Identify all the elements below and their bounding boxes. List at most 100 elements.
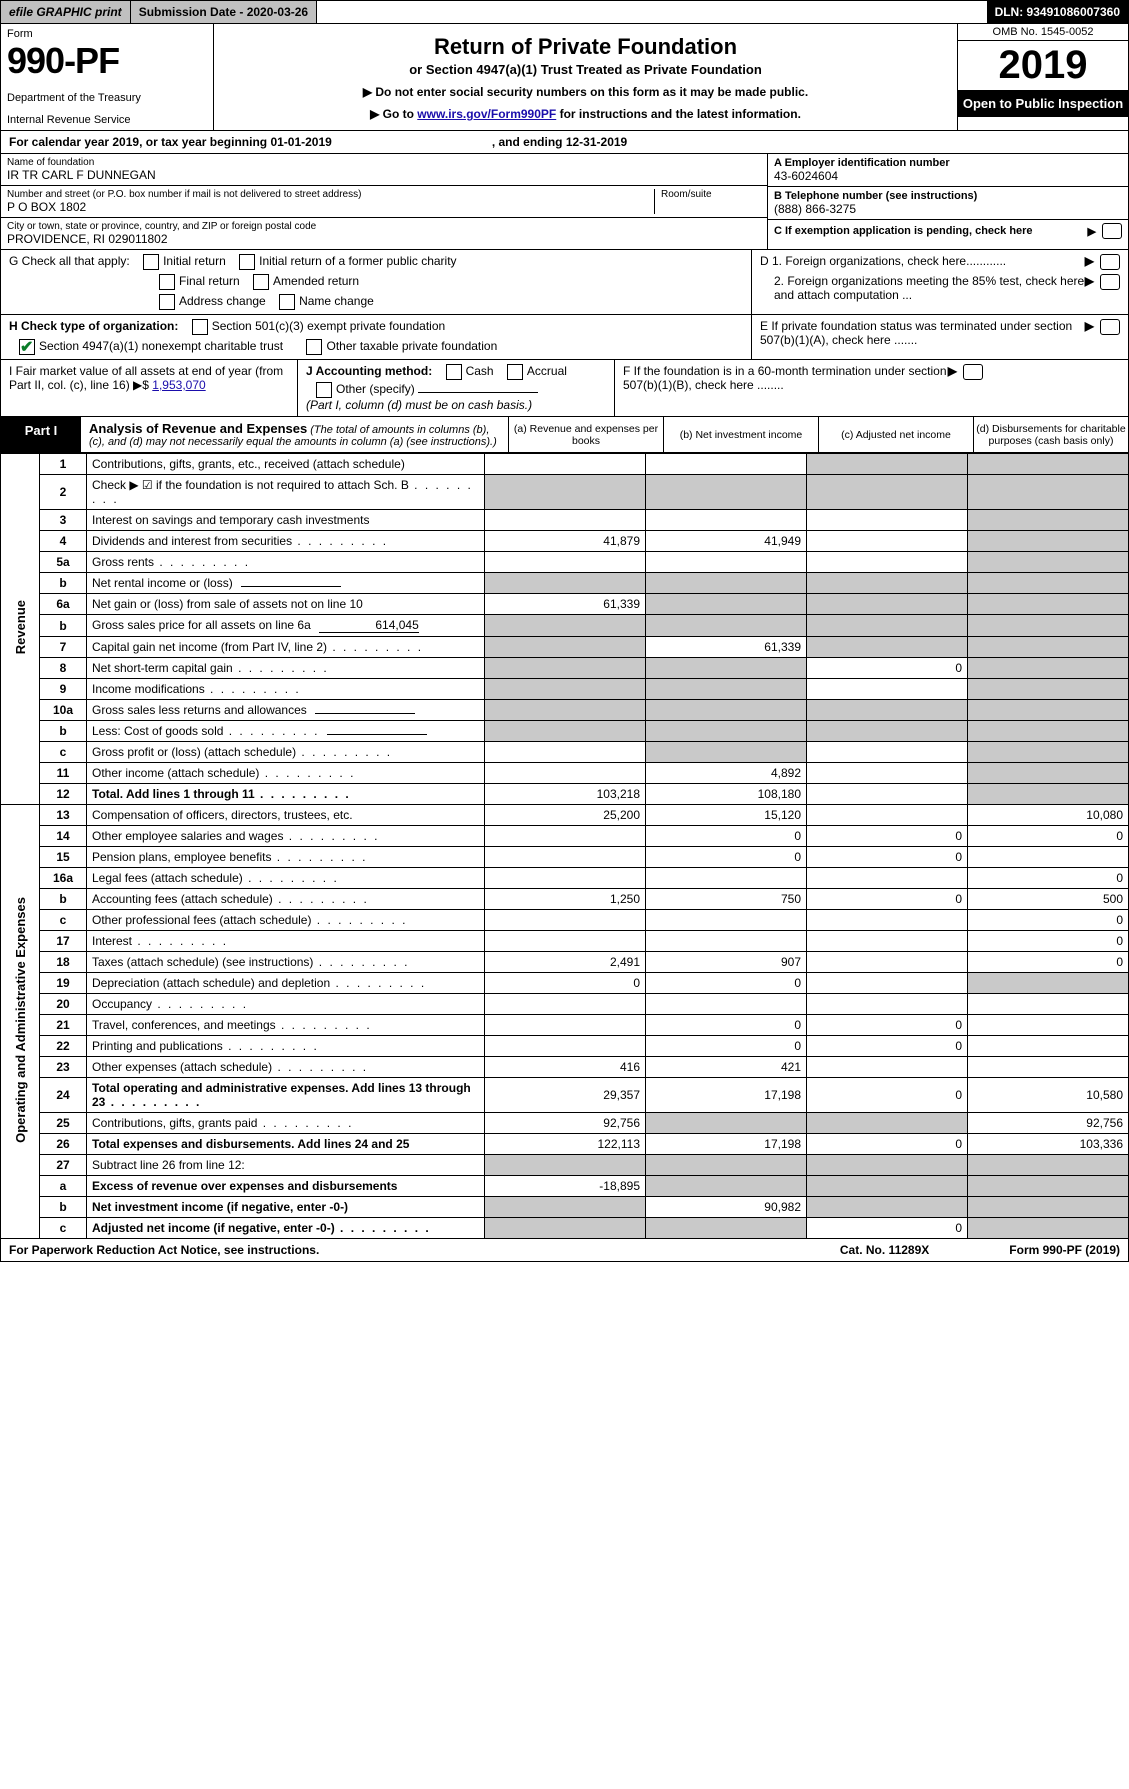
top-bar: efile GRAPHIC print Submission Date - 20… [0, 0, 1129, 24]
arrow-icon: ▶ [1085, 274, 1094, 302]
chk-other-method[interactable] [316, 382, 332, 398]
table-row: 23Other expenses (attach schedule)416421 [1, 1057, 1129, 1078]
dept-treasury: Department of the Treasury [7, 92, 207, 104]
chk-amended[interactable] [253, 274, 269, 290]
chk-accrual[interactable] [507, 364, 523, 380]
chk-final-return[interactable] [159, 274, 175, 290]
line-number: b [40, 615, 87, 637]
amount-col-d [968, 1218, 1129, 1239]
chk-501c3[interactable] [192, 319, 208, 335]
chk-other-taxable[interactable] [306, 339, 322, 355]
exemption-checkbox[interactable] [1102, 223, 1122, 239]
line-number: 10a [40, 700, 87, 721]
col-c-head: (c) Adjusted net income [818, 417, 973, 452]
amount-col-b: 108,180 [646, 784, 807, 805]
table-row: 10aGross sales less returns and allowanc… [1, 700, 1129, 721]
note2-post: for instructions and the latest informat… [560, 107, 801, 121]
line-number: 4 [40, 531, 87, 552]
amount-col-c [807, 784, 968, 805]
inline-amount-field [241, 586, 341, 587]
amount-col-d [968, 454, 1129, 475]
amount-col-a [485, 1218, 646, 1239]
amount-col-a: 1,250 [485, 889, 646, 910]
line-description: Total expenses and disbursements. Add li… [87, 1134, 485, 1155]
amount-col-a [485, 1015, 646, 1036]
form-note-1: ▶ Do not enter social security numbers o… [220, 85, 951, 99]
amount-col-a [485, 637, 646, 658]
amount-col-b [646, 1113, 807, 1134]
line-description: Contributions, gifts, grants paid [87, 1113, 485, 1134]
amount-col-c [807, 510, 968, 531]
amount-col-c: 0 [807, 1134, 968, 1155]
amount-col-c [807, 615, 968, 637]
amount-col-b [646, 510, 807, 531]
line-description: Depreciation (attach schedule) and deple… [87, 973, 485, 994]
e-label: E If private foundation status was termi… [760, 319, 1085, 347]
line-description: Travel, conferences, and meetings [87, 1015, 485, 1036]
amount-col-b [646, 700, 807, 721]
amount-col-d: 103,336 [968, 1134, 1129, 1155]
amount-col-a: -18,895 [485, 1176, 646, 1197]
amount-col-a [485, 573, 646, 594]
side-expenses: Operating and Administrative Expenses [1, 805, 40, 1239]
line-number: 20 [40, 994, 87, 1015]
chk-name-change[interactable] [279, 294, 295, 310]
other-specify-field[interactable] [418, 392, 538, 393]
amount-col-b [646, 742, 807, 763]
amount-col-b [646, 679, 807, 700]
e-checkbox[interactable] [1100, 319, 1120, 335]
chk-initial-former[interactable] [239, 254, 255, 270]
inline-amount-field: 614,045 [319, 618, 419, 633]
lbl-501c3: Section 501(c)(3) exempt private foundat… [212, 319, 445, 333]
topbar-spacer [317, 1, 986, 23]
chk-cash[interactable] [446, 364, 462, 380]
table-row: 3Interest on savings and temporary cash … [1, 510, 1129, 531]
amount-col-b: 61,339 [646, 637, 807, 658]
table-row: 7Capital gain net income (from Part IV, … [1, 637, 1129, 658]
tax-year: 2019 [958, 41, 1128, 90]
address-label: Number and street (or P.O. box number if… [7, 189, 654, 200]
amount-col-d [968, 763, 1129, 784]
amount-col-b: 90,982 [646, 1197, 807, 1218]
amount-col-d [968, 475, 1129, 510]
amount-col-b: 0 [646, 847, 807, 868]
table-row: cOther professional fees (attach schedul… [1, 910, 1129, 931]
amount-col-d [968, 1197, 1129, 1218]
side-revenue: Revenue [1, 454, 40, 805]
i-fmv-link[interactable]: 1,953,070 [152, 378, 205, 392]
city-label: City or town, state or province, country… [7, 221, 761, 232]
arrow-icon: ▶ [1085, 254, 1094, 270]
f-checkbox[interactable] [963, 364, 983, 380]
amount-col-d [968, 721, 1129, 742]
line-number: a [40, 1176, 87, 1197]
amount-col-d [968, 658, 1129, 679]
footer-form: Form 990-PF (2019) [1009, 1243, 1120, 1257]
irs-link[interactable]: www.irs.gov/Form990PF [417, 107, 556, 121]
d1-checkbox[interactable] [1100, 254, 1120, 270]
identity-left: Name of foundation IR TR CARL F DUNNEGAN… [1, 154, 767, 249]
cal-year-end: , and ending 12-31-2019 [492, 135, 627, 149]
identity-grid: Name of foundation IR TR CARL F DUNNEGAN… [0, 154, 1129, 250]
d2-label: 2. Foreign organizations meeting the 85%… [760, 274, 1085, 302]
amount-col-b [646, 1176, 807, 1197]
amount-col-a: 92,756 [485, 1113, 646, 1134]
amount-col-d [968, 700, 1129, 721]
line-description: Other expenses (attach schedule) [87, 1057, 485, 1078]
table-row: 17Interest0 [1, 931, 1129, 952]
chk-4947a1[interactable] [19, 339, 35, 355]
table-row: cAdjusted net income (if negative, enter… [1, 1218, 1129, 1239]
lbl-other-taxable: Other taxable private foundation [326, 339, 497, 353]
i-block: I Fair market value of all assets at end… [1, 360, 298, 416]
amount-col-a: 416 [485, 1057, 646, 1078]
table-row: 6aNet gain or (loss) from sale of assets… [1, 594, 1129, 615]
table-row: 14Other employee salaries and wages000 [1, 826, 1129, 847]
line-description: Gross rents [87, 552, 485, 573]
amount-col-d [968, 973, 1129, 994]
chk-addr-change[interactable] [159, 294, 175, 310]
chk-initial-return[interactable] [143, 254, 159, 270]
amount-col-a [485, 847, 646, 868]
d2-checkbox[interactable] [1100, 274, 1120, 290]
amount-col-a: 103,218 [485, 784, 646, 805]
amount-col-d: 0 [968, 910, 1129, 931]
amount-col-c [807, 1176, 968, 1197]
